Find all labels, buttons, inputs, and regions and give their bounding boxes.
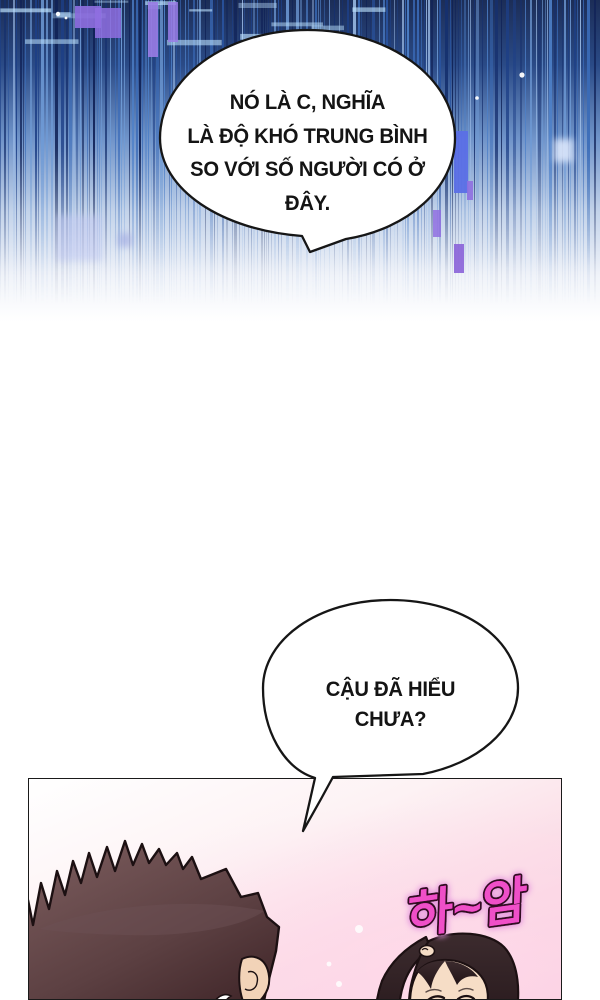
svg-text:하~암: 하~암 bbox=[406, 870, 528, 944]
